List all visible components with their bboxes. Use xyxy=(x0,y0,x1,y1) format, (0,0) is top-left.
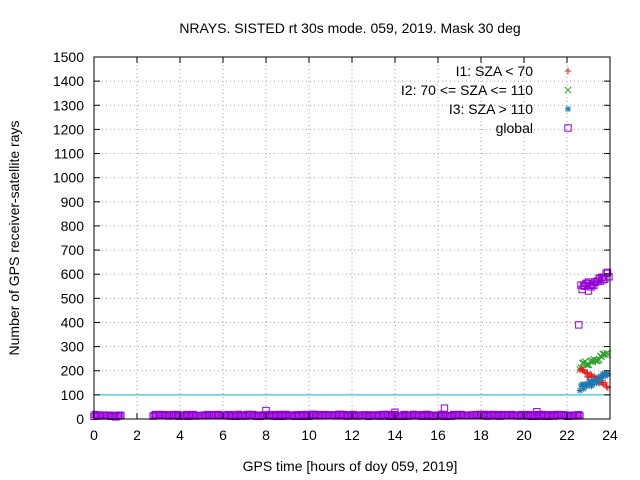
data-point xyxy=(603,383,610,390)
legend-label-i3: I3: SZA > 110 xyxy=(449,101,533,117)
legend-marker-i1 xyxy=(564,67,572,75)
legend-marker xyxy=(564,124,572,132)
x-tick-label: 4 xyxy=(176,427,184,443)
series-2 xyxy=(576,370,612,394)
x-tick-label: 8 xyxy=(262,427,270,443)
y-tick-label: 900 xyxy=(61,194,85,210)
y-axis-label: Number of GPS receiver-satellite rays xyxy=(6,121,22,356)
data-point xyxy=(603,268,612,277)
y-tick-label: 300 xyxy=(61,339,85,355)
y-tick-label: 1200 xyxy=(53,121,84,137)
x-tick-label: 22 xyxy=(559,427,575,443)
y-tick-label: 400 xyxy=(61,314,85,330)
x-tick-label: 0 xyxy=(90,427,98,443)
data-point xyxy=(601,379,609,387)
x-tick-label: 16 xyxy=(430,427,446,443)
chart-title: NRAYS. SISTED rt 30s mode. 059, 2019. Ma… xyxy=(179,20,520,36)
x-tick-label: 14 xyxy=(387,427,403,443)
x-axis-label: GPS time [hours of doy 059, 2019] xyxy=(243,458,458,474)
legend-marker-i3 xyxy=(564,105,572,113)
legend-marker-global xyxy=(564,124,572,132)
x-tick-label: 20 xyxy=(516,427,532,443)
legend-label-i2: I2: 70 <= SZA <= 110 xyxy=(401,82,533,98)
legend-label-global: global xyxy=(496,120,533,136)
y-tick-label: 800 xyxy=(61,218,85,234)
axis-ticks xyxy=(93,56,611,420)
data-point xyxy=(112,413,120,421)
x-tick-labels: 0 2 4 6 8 10 12 14 16 18 20 22 24 xyxy=(90,427,618,443)
legend-marker-i2 xyxy=(564,86,572,94)
legend-label-i1: I1: SZA < 70 xyxy=(456,63,534,79)
data-point xyxy=(582,369,590,377)
grid xyxy=(94,57,610,419)
x-tick-label: 18 xyxy=(473,427,489,443)
x-tick-label: 12 xyxy=(344,427,360,443)
y-tick-label: 1000 xyxy=(53,170,84,186)
x-tick-label: 10 xyxy=(301,427,317,443)
y-tick-labels: 0 100 200 300 400 500 600 700 800 900 1000 1100 1200… xyxy=(53,49,84,427)
data-point xyxy=(440,404,449,412)
x-tick-label: 6 xyxy=(219,427,227,443)
y-tick-label: 500 xyxy=(61,290,85,306)
y-tick-label: 100 xyxy=(61,387,85,403)
y-tick-label: 700 xyxy=(61,242,85,258)
legend: I1: SZA < 70 I2: 70 <= SZA <= 110 I3: SZ… xyxy=(401,63,572,136)
x-tick-label: 2 xyxy=(133,427,141,443)
legend-marker xyxy=(564,86,572,94)
data-point xyxy=(575,321,583,329)
legend-marker xyxy=(564,105,572,113)
y-tick-label: 1500 xyxy=(53,49,84,65)
y-tick-label: 600 xyxy=(61,266,85,282)
data-point xyxy=(605,273,613,281)
y-tick-label: 1300 xyxy=(53,97,84,113)
x-tick-label: 24 xyxy=(602,427,618,443)
legend-marker xyxy=(564,67,572,75)
data-point xyxy=(574,411,583,419)
y-tick-label: 0 xyxy=(76,411,84,427)
data-point xyxy=(584,287,593,295)
y-tick-label: 1400 xyxy=(53,73,84,89)
data-point xyxy=(533,408,541,416)
y-tick-label: 1100 xyxy=(54,146,84,162)
series-1 xyxy=(576,349,612,374)
data-layer xyxy=(90,268,613,421)
series-3 xyxy=(90,268,613,421)
data-point xyxy=(586,370,594,378)
y-tick-label: 200 xyxy=(61,363,85,379)
